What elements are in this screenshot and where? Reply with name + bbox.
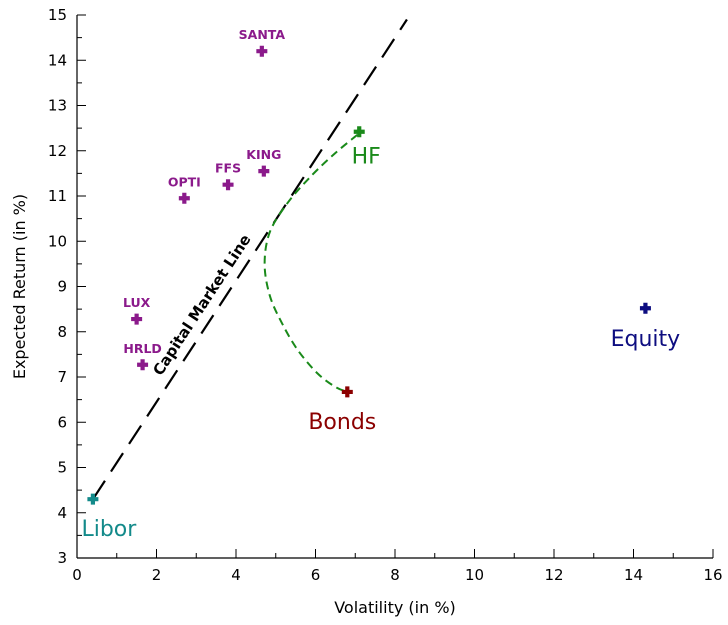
x-tick-label: 6 (311, 566, 321, 584)
fund-point-lux (131, 313, 143, 325)
y-tick-label: 12 (48, 142, 67, 160)
y-tick-label: 3 (57, 549, 67, 567)
asset-point-bonds (341, 386, 353, 398)
y-tick-label: 10 (48, 232, 67, 250)
y-tick-label: 13 (48, 97, 67, 115)
y-tick-label: 6 (57, 413, 67, 431)
capital-market-line-label: Capital Market Line (149, 231, 254, 379)
x-tick-label: 14 (624, 566, 643, 584)
y-tick-label: 4 (57, 504, 67, 522)
fund-label-hrld: HRLD (123, 341, 161, 356)
fund-label-opti: OPTI (168, 174, 201, 189)
capital-market-line (91, 18, 408, 500)
asset-point-equity (639, 302, 651, 314)
asset-point-libor (87, 493, 99, 505)
fund-point-opti (178, 192, 190, 204)
fund-label-king: KING (246, 147, 281, 162)
fund-point-santa (256, 45, 268, 57)
asset-label-hf: HF (352, 145, 381, 170)
x-tick-label: 10 (465, 566, 484, 584)
plot-area: Capital Market Line SANTA KING FFS OPTI LUX HR… (81, 18, 681, 542)
x-tick-label: 2 (152, 566, 162, 584)
x-tick-label: 12 (544, 566, 563, 584)
x-axis-label: Volatility (in %) (334, 598, 456, 617)
fund-point-ffs (222, 179, 234, 191)
x-tick-label: 16 (703, 566, 722, 584)
asset-label-bonds: Bonds (308, 410, 376, 435)
y-ticks: 3 4 5 6 7 8 9 10 11 12 13 14 15 (48, 6, 86, 567)
fund-label-santa: SANTA (239, 27, 286, 42)
y-tick-label: 15 (48, 6, 67, 24)
axes (76, 15, 713, 559)
y-tick-label: 8 (57, 323, 67, 341)
efficient-frontier-curve (263, 134, 358, 393)
y-tick-label: 7 (57, 368, 67, 386)
x-ticks: 0 2 4 6 8 10 12 14 16 (72, 549, 723, 584)
asset-label-equity: Equity (611, 327, 681, 352)
x-tick-label: 0 (72, 566, 82, 584)
y-tick-label: 9 (57, 278, 67, 296)
x-tick-label: 8 (390, 566, 400, 584)
y-axis-label: Expected Return (in %) (10, 194, 29, 379)
y-tick-label: 5 (57, 459, 67, 477)
fund-label-ffs: FFS (215, 161, 241, 176)
fund-label-lux: LUX (123, 295, 151, 310)
asset-label-libor: Libor (81, 517, 137, 542)
y-tick-label: 14 (48, 51, 67, 69)
asset-point-hf (353, 126, 365, 138)
y-tick-label: 11 (48, 187, 67, 205)
fund-point-hrld (137, 359, 149, 371)
x-tick-label: 4 (231, 566, 241, 584)
fund-point-king (258, 165, 270, 177)
